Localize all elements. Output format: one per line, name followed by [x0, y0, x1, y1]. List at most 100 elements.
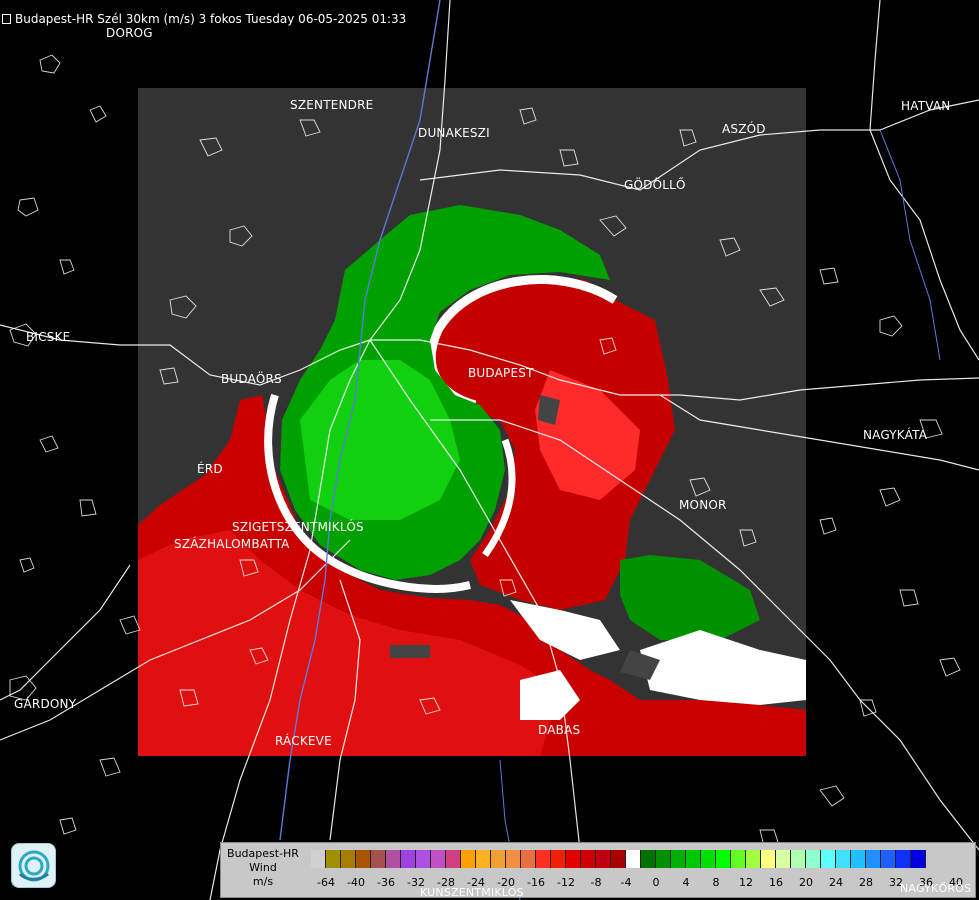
place-label-budaors: BUDAÖRS — [221, 372, 282, 386]
place-label-szigetszentmiklos: SZIGETSZENTMIKLÓS — [232, 520, 364, 534]
no-data-patch — [390, 645, 430, 658]
zero-velocity-arc — [482, 438, 516, 558]
legend-tick: -4 — [620, 876, 632, 889]
place-label-dabas: DABAS — [538, 723, 581, 737]
velocity-legend: Budapest-HR Wind m/s -64 -40 -36 -32 -28 -24-… — [220, 842, 976, 898]
place-label-monor: MONOR — [679, 498, 727, 512]
legend-tick: -20 — [497, 876, 515, 889]
legend-swatch — [551, 850, 566, 868]
place-label-nagykata: NAGYKÁTA — [863, 428, 928, 442]
radar-title: Budapest-HR Szél 30km (m/s) 3 fokos Tues… — [2, 12, 406, 26]
legend-color-scale — [311, 850, 926, 868]
legend-radar-name: Budapest-HR — [227, 847, 299, 860]
zero-velocity-streak — [510, 600, 620, 660]
legend-swatch — [611, 850, 626, 868]
echo-green-southeast — [620, 555, 760, 640]
legend-swatch — [506, 850, 521, 868]
echo-red-core — [535, 370, 640, 500]
place-label-bicske: BICSKE — [26, 330, 71, 344]
legend-unit: m/s — [252, 875, 274, 888]
legend-swatch — [641, 850, 656, 868]
legend-tick: 4 — [682, 876, 690, 889]
legend-swatch — [536, 850, 551, 868]
window-icon — [2, 14, 11, 24]
legend-tick: 8 — [712, 876, 720, 889]
place-label-budapest: BUDAPEST — [468, 366, 534, 380]
legend-swatch — [746, 850, 761, 868]
legend-swatch — [341, 850, 356, 868]
legend-swatch — [566, 850, 581, 868]
legend-swatch — [431, 850, 446, 868]
legend-swatch — [911, 850, 926, 868]
legend-tick: 24 — [829, 876, 843, 889]
legend-swatch — [851, 850, 866, 868]
legend-label: Budapest-HR Wind m/s — [223, 847, 303, 889]
legend-tick: 16 — [769, 876, 783, 889]
legend-swatch — [626, 850, 641, 868]
no-data-patch — [620, 650, 660, 680]
legend-tick: -40 — [347, 876, 365, 889]
legend-swatch — [866, 850, 881, 868]
legend-swatch — [671, 850, 686, 868]
legend-swatch — [716, 850, 731, 868]
place-label-godollo: GÖDÖLLŐ — [624, 178, 686, 192]
legend-swatch — [836, 850, 851, 868]
legend-swatch — [371, 850, 386, 868]
legend-swatch — [311, 850, 326, 868]
place-label-erd: ÉRD — [197, 462, 223, 476]
legend-swatch — [596, 850, 611, 868]
legend-tick: -32 — [407, 876, 425, 889]
legend-tick: 20 — [799, 876, 813, 889]
legend-tick: 40 — [949, 876, 963, 889]
echo-red-bright — [138, 530, 560, 756]
legend-swatch — [491, 850, 506, 868]
echo-green-light — [300, 360, 460, 520]
logo-icon — [11, 843, 56, 888]
title-text: Budapest-HR Szél 30km (m/s) 3 fokos Tues… — [15, 12, 407, 26]
legend-swatch — [461, 850, 476, 868]
legend-swatch — [521, 850, 536, 868]
legend-tick: -36 — [377, 876, 395, 889]
legend-tick: -16 — [527, 876, 545, 889]
legend-tick: -64 — [317, 876, 335, 889]
place-label-dunakeszi: DUNAKESZI — [418, 126, 490, 140]
legend-swatch — [791, 850, 806, 868]
legend-swatch — [356, 850, 371, 868]
legend-tick: 32 — [889, 876, 903, 889]
place-label-kunszentmiklos: KUNSZENTMIKLÓS — [420, 886, 524, 899]
place-label-dorog: DOROG — [106, 26, 153, 40]
zero-velocity-streak — [520, 670, 580, 720]
place-label-hatvan: HATVAN — [901, 99, 951, 113]
legend-swatch — [476, 850, 491, 868]
settlement-outlines — [9, 54, 961, 847]
legend-swatch — [731, 850, 746, 868]
place-label-rackeve: RÁCKEVE — [275, 734, 332, 748]
legend-swatch — [656, 850, 671, 868]
legend-swatch — [401, 850, 416, 868]
legend-tick: -8 — [590, 876, 602, 889]
legend-tick: 12 — [739, 876, 753, 889]
place-label-gardony: GÁRDONY — [14, 697, 77, 711]
legend-swatch — [416, 850, 431, 868]
danube-river — [279, 0, 441, 841]
no-data-patch — [538, 395, 560, 425]
place-label-nagykoros: NAGYKŐRÖS — [900, 882, 972, 895]
legend-quantity: Wind — [249, 861, 277, 874]
place-label-szazhalombatta: SZÁZHALOMBATTA — [174, 537, 290, 551]
place-label-aszod: ASZÓD — [722, 122, 766, 136]
legend-swatch — [776, 850, 791, 868]
legend-swatch — [761, 850, 776, 868]
legend-tick: 36 — [919, 876, 933, 889]
legend-swatch — [896, 850, 911, 868]
zero-velocity-streak — [640, 630, 806, 705]
legend-swatch — [446, 850, 461, 868]
legend-tick: 0 — [652, 876, 660, 889]
legend-tick: -28 — [437, 876, 455, 889]
legend-tick: 28 — [859, 876, 873, 889]
legend-swatch — [386, 850, 401, 868]
legend-swatch — [881, 850, 896, 868]
legend-swatch — [326, 850, 341, 868]
place-label-szentendre: SZENTENDRE — [290, 98, 374, 112]
